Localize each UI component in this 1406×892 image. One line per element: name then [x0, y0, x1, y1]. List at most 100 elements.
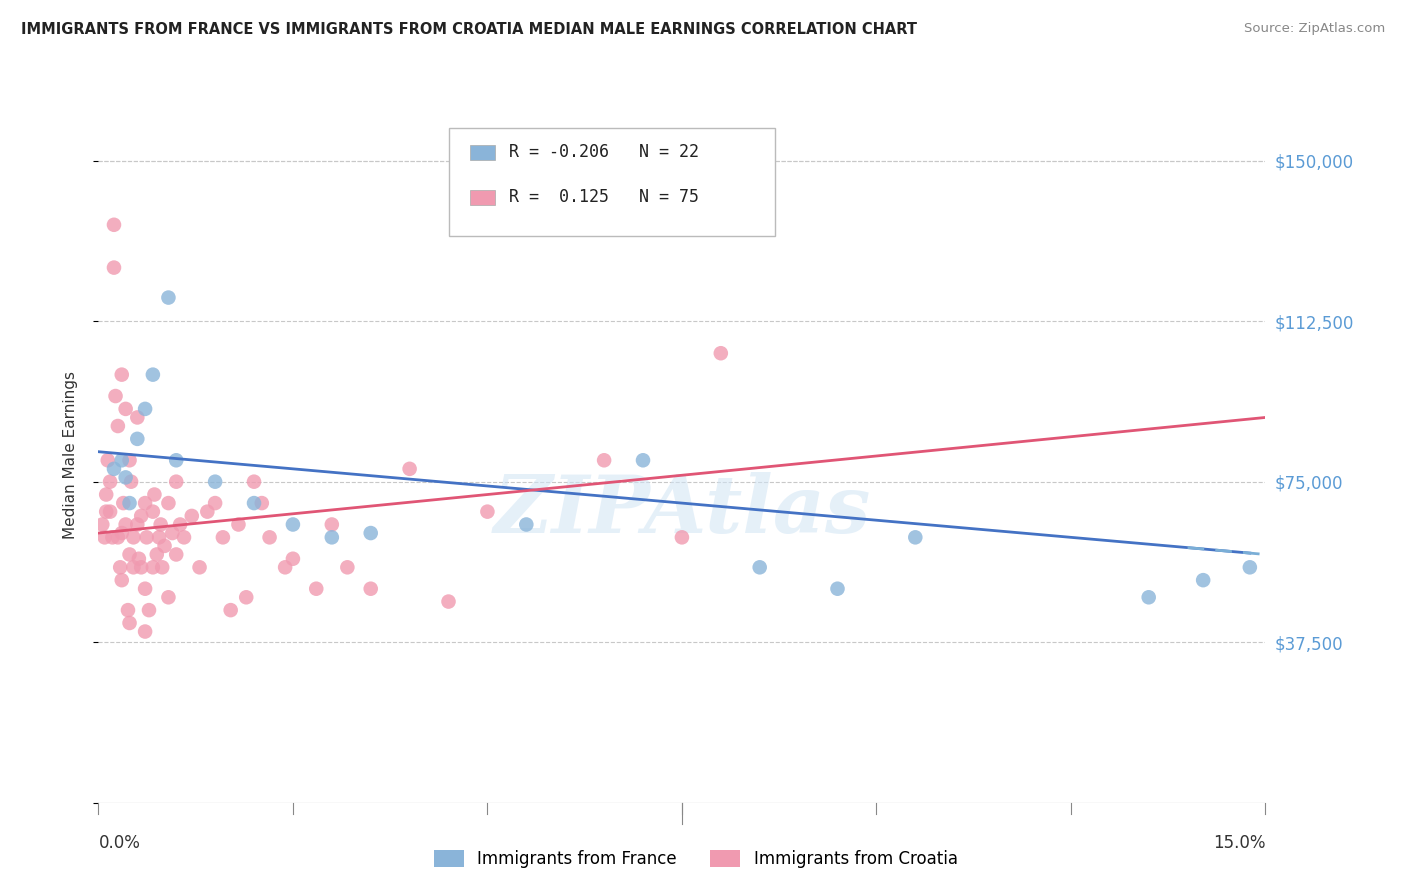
Point: [157, 291, 180, 305]
Point: [114, 517, 136, 532]
Point: [243, 496, 266, 510]
Point: [117, 603, 139, 617]
Point: [157, 496, 180, 510]
FancyBboxPatch shape: [449, 128, 775, 235]
Point: [149, 517, 172, 532]
Point: [91, 517, 114, 532]
Point: [127, 432, 149, 446]
Text: 15.0%: 15.0%: [1213, 834, 1265, 852]
Text: Source: ZipAtlas.com: Source: ZipAtlas.com: [1244, 22, 1385, 36]
Point: [96, 487, 118, 501]
Point: [103, 218, 125, 232]
Point: [153, 539, 176, 553]
Point: [96, 505, 118, 519]
Point: [101, 530, 124, 544]
Point: [204, 475, 226, 489]
Point: [127, 517, 149, 532]
Point: [360, 582, 382, 596]
Point: [165, 548, 187, 562]
Point: [122, 530, 145, 544]
Point: [274, 560, 297, 574]
Point: [336, 560, 359, 574]
Point: [250, 496, 273, 510]
Point: [146, 548, 169, 562]
Point: [98, 505, 121, 519]
Point: [173, 530, 195, 544]
Legend: Immigrants from France, Immigrants from Croatia: Immigrants from France, Immigrants from …: [427, 843, 965, 875]
Y-axis label: Median Male Earnings: Median Male Earnings: [63, 371, 77, 539]
Point: [165, 453, 187, 467]
Point: [235, 591, 257, 605]
Point: [107, 530, 129, 544]
Point: [129, 508, 152, 523]
Point: [477, 505, 499, 519]
Point: [748, 560, 770, 574]
Point: [111, 368, 134, 382]
Point: [169, 517, 191, 532]
Text: ZIPAtlas: ZIPAtlas: [494, 472, 870, 549]
Point: [135, 530, 157, 544]
Point: [104, 389, 127, 403]
Point: [515, 517, 537, 532]
Point: [118, 453, 141, 467]
Point: [122, 560, 145, 574]
Point: [204, 496, 226, 510]
Point: [111, 573, 134, 587]
Point: [188, 560, 211, 574]
Point: [127, 410, 149, 425]
Point: [904, 530, 927, 544]
Point: [228, 517, 250, 532]
Point: [1239, 560, 1261, 574]
Point: [1137, 591, 1160, 605]
Point: [120, 475, 142, 489]
Point: [103, 462, 125, 476]
Point: [108, 560, 131, 574]
Point: [281, 551, 304, 566]
Text: R =  0.125   N = 75: R = 0.125 N = 75: [509, 188, 699, 206]
Point: [360, 526, 382, 541]
Text: 0.0%: 0.0%: [98, 834, 141, 852]
Point: [165, 475, 187, 489]
Point: [219, 603, 242, 617]
Point: [180, 508, 202, 523]
Point: [118, 615, 141, 630]
Point: [321, 530, 343, 544]
Point: [112, 496, 135, 510]
Point: [827, 582, 849, 596]
Point: [114, 401, 136, 416]
Point: [138, 603, 160, 617]
Point: [128, 551, 150, 566]
Point: [134, 624, 156, 639]
Point: [321, 517, 343, 532]
Point: [148, 530, 170, 544]
Point: [671, 530, 693, 544]
Point: [631, 453, 654, 467]
Point: [195, 505, 218, 519]
Point: [142, 368, 165, 382]
Point: [114, 470, 136, 484]
Point: [212, 530, 235, 544]
Point: [157, 591, 180, 605]
Point: [118, 548, 141, 562]
Point: [118, 496, 141, 510]
Point: [162, 526, 184, 541]
Point: [142, 560, 165, 574]
Point: [111, 526, 134, 541]
Point: [134, 401, 156, 416]
Point: [134, 582, 156, 596]
Point: [107, 419, 129, 434]
Point: [111, 453, 134, 467]
Text: IMMIGRANTS FROM FRANCE VS IMMIGRANTS FROM CROATIA MEDIAN MALE EARNINGS CORRELATI: IMMIGRANTS FROM FRANCE VS IMMIGRANTS FRO…: [21, 22, 917, 37]
Point: [150, 560, 173, 574]
Point: [142, 505, 165, 519]
Point: [437, 594, 460, 608]
Bar: [470, 190, 495, 205]
Point: [281, 517, 304, 532]
Point: [398, 462, 420, 476]
Point: [1192, 573, 1215, 587]
Bar: [470, 145, 495, 160]
Point: [710, 346, 733, 360]
Point: [97, 453, 120, 467]
Point: [134, 496, 156, 510]
Point: [98, 475, 121, 489]
